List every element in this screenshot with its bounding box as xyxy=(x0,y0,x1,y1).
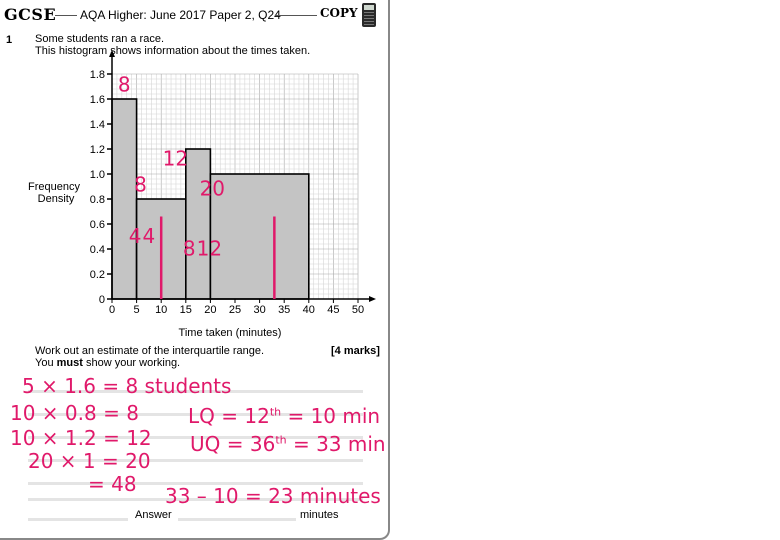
question-intro: Some students ran a race. This histogram… xyxy=(35,33,310,57)
uq-ordinal: th xyxy=(275,433,287,447)
x-tick-label: 50 xyxy=(352,304,364,316)
x-tick-label: 10 xyxy=(155,304,167,316)
header-rule-left xyxy=(55,15,77,16)
copy-label: COPY xyxy=(320,6,358,20)
x-tick-label: 45 xyxy=(327,304,339,316)
frequency-annotation: 4 xyxy=(143,224,156,248)
gcse-logo: GCSE xyxy=(4,5,57,24)
answer-label: Answer xyxy=(135,509,172,521)
y-axis-label-line2: Density xyxy=(38,193,75,205)
task-text: Work out an estimate of the interquartil… xyxy=(35,345,264,369)
answer-line xyxy=(28,482,363,485)
frequency-annotation: 8 xyxy=(134,173,147,197)
y-tick-label: 1.4 xyxy=(90,119,105,131)
uq-text: UQ = 36 xyxy=(190,432,276,456)
lq-text: LQ = 12 xyxy=(188,404,270,428)
paper-title: AQA Higher: June 2017 Paper 2, Q24 xyxy=(80,8,281,22)
working-line-5: = 48 xyxy=(88,472,137,496)
histogram-bar xyxy=(209,173,310,300)
chart-axes xyxy=(109,50,376,302)
histogram-chart: 0 5 10 15 20 25 30 35 40 45 50 0 0.2 0.4 0.6 0.8 1.0 1.2 1… xyxy=(28,50,376,339)
answer-line xyxy=(28,390,363,393)
frequency-annotation: 8 xyxy=(183,236,196,260)
task-line-2: You must show your working. xyxy=(35,357,264,369)
x-tick-label: 40 xyxy=(303,304,315,316)
question-sheet: GCSE AQA Higher: June 2017 Paper 2, Q24 … xyxy=(0,0,390,540)
chart-tick-labels: 0 5 10 15 20 25 30 35 40 45 50 0 0.2 0.4 0.6 0.8 1.0 1.2 1… xyxy=(90,69,364,316)
x-tick-label: 15 xyxy=(180,304,192,316)
x-tick-label: 20 xyxy=(204,304,216,316)
y-axis-label-line1: Frequency xyxy=(28,181,80,193)
header-rule-right xyxy=(275,15,317,16)
intro-line-1: Some students ran a race. xyxy=(35,33,165,45)
answer-box-line xyxy=(178,518,296,521)
marks-label: [4 marks] xyxy=(331,345,380,357)
x-tick-label: 5 xyxy=(134,304,140,316)
x-tick-label: 25 xyxy=(229,304,241,316)
y-tick-label: 1.2 xyxy=(90,144,105,156)
y-tick-label: 1.6 xyxy=(90,94,105,106)
working-line-4: 20 × 1 = 20 xyxy=(28,449,151,473)
y-axis-arrow xyxy=(109,50,115,57)
intro-line-2: This histogram shows information about t… xyxy=(35,45,311,57)
iqr-result: 33 – 10 = 23 minutes xyxy=(165,484,381,508)
uq-value: = 33 min xyxy=(286,432,386,456)
frequency-annotation: 12 xyxy=(197,236,222,260)
x-axis-label: Time taken (minutes) xyxy=(179,327,282,339)
x-tick-label: 35 xyxy=(278,304,290,316)
lower-quartile-working: LQ = 12th = 10 min xyxy=(188,404,380,428)
calculator-icon xyxy=(362,3,376,27)
answer-line xyxy=(28,436,363,439)
y-tick-label: 0.4 xyxy=(90,244,105,256)
answer-line xyxy=(28,459,363,462)
lq-value: = 10 min xyxy=(281,404,381,428)
task-line-2-start: You xyxy=(35,357,57,369)
x-axis-arrow xyxy=(369,296,376,302)
y-tick-label: 0.6 xyxy=(90,219,105,231)
task-line-2-end: show your working. xyxy=(82,357,181,369)
working-line-3: 10 × 1.2 = 12 xyxy=(10,426,152,450)
question-number: 1 xyxy=(6,34,13,46)
answer-line xyxy=(28,518,128,521)
frequency-annotation: 12 xyxy=(163,146,188,170)
chart-bars xyxy=(111,98,310,300)
answer-line xyxy=(28,498,363,501)
histogram-bar xyxy=(185,148,212,300)
y-tick-label: 1.0 xyxy=(90,169,105,181)
working-line-1: 5 × 1.6 = 8 students xyxy=(22,374,232,398)
frequency-annotation: 20 xyxy=(200,176,225,200)
frequency-annotation: 4 xyxy=(129,224,142,248)
histogram-bar xyxy=(111,98,138,300)
y-tick-label: 1.8 xyxy=(90,69,105,81)
task-line-2-bold: must xyxy=(56,357,83,369)
units-label: minutes xyxy=(300,509,339,521)
x-tick-label: 30 xyxy=(253,304,265,316)
answer-line xyxy=(28,413,363,416)
y-tick-label: 0.8 xyxy=(90,194,105,206)
y-tick-label: 0.2 xyxy=(90,269,105,281)
x-tick-label: 0 xyxy=(109,304,115,316)
lq-ordinal: th xyxy=(269,405,282,419)
working-line-2: 10 × 0.8 = 8 xyxy=(10,401,139,425)
upper-quartile-working: UQ = 36th = 33 min xyxy=(190,432,386,456)
task-line-1: Work out an estimate of the interquartil… xyxy=(35,345,265,357)
frequency-annotation: 8 xyxy=(118,73,131,97)
y-tick-label: 0 xyxy=(99,294,105,306)
